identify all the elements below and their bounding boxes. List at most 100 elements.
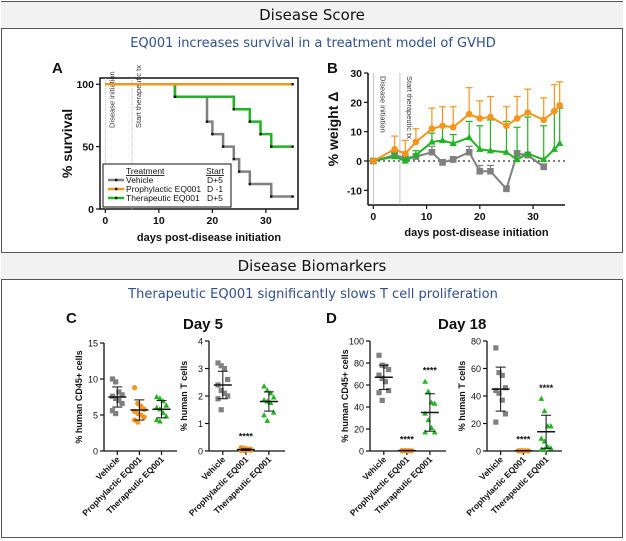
data-point-therapeutic: [556, 139, 564, 147]
data-point-vehicle: [109, 408, 116, 414]
panel-label-b: B: [327, 60, 338, 77]
panel-label-d: D: [326, 310, 337, 327]
x-tick-label: 0: [370, 211, 376, 223]
data-point-vehicle: [493, 387, 499, 394]
data-point-vehicle: [540, 163, 548, 171]
data-point-therapeutic: [163, 402, 170, 408]
data-point-therapeutic: [541, 408, 548, 414]
data-point-vehicle: [376, 372, 382, 378]
y-axis-label: % human T cells: [179, 361, 189, 432]
data-point-prophylactic: [131, 385, 138, 391]
legend-label-prophylactic: Prophylactic EQ001: [126, 184, 201, 194]
x-tick-label: 0: [102, 215, 108, 227]
significance-label: ****: [400, 434, 415, 444]
censor-mark: [237, 170, 241, 173]
y-tick-label: 0: [476, 447, 481, 457]
y-tick-label: 20: [471, 419, 481, 429]
data-point-vehicle: [376, 390, 382, 396]
data-point-therapeutic: [524, 149, 532, 157]
data-point-vehicle: [109, 376, 116, 382]
data-point-therapeutic: [153, 393, 160, 400]
data-point-vehicle: [493, 345, 499, 351]
y-tick-label: 0: [88, 204, 94, 216]
y-axis-label: % human CD45+ cells: [74, 350, 84, 443]
data-point-vehicle: [116, 398, 122, 404]
data-point-therapeutic: [502, 148, 511, 155]
data-point-therapeutic: [449, 139, 457, 147]
legend-start-vehicle: D+5: [207, 175, 223, 185]
data-point-vehicle: [493, 419, 499, 425]
data-point-vehicle: [221, 365, 228, 372]
data-point-vehicle: [218, 387, 224, 394]
data-point-vehicle: [116, 389, 122, 395]
data-point-vehicle: [225, 376, 231, 383]
data-point-therapeutic: [390, 152, 399, 160]
data-point-therapeutic: [261, 383, 267, 389]
panel-label-a: A: [52, 60, 63, 77]
data-point-therapeutic: [476, 145, 484, 152]
censor-mark: [291, 145, 294, 148]
y-tick-label: 10: [88, 375, 98, 385]
data-point-therapeutic: [548, 445, 554, 451]
data-point-vehicle: [379, 397, 385, 403]
legend-header-treatment: Treatment: [126, 166, 165, 176]
data-point-vehicle: [382, 363, 389, 369]
data-point-prophylactic: [556, 101, 563, 109]
censor-mark: [221, 145, 225, 148]
data-point-vehicle: [496, 370, 502, 376]
censor-mark: [259, 132, 262, 136]
data-point-therapeutic: [431, 400, 438, 406]
y-tick-label: 20: [350, 97, 362, 109]
data-point-therapeutic: [264, 417, 271, 423]
x-tick-label: 20: [474, 211, 486, 223]
data-point-vehicle: [113, 395, 119, 402]
data-point-vehicle: [487, 167, 494, 175]
data-point-vehicle: [449, 156, 457, 163]
data-point-therapeutic: [264, 387, 271, 393]
censor-mark: [205, 120, 209, 123]
y-tick-label: 3: [198, 364, 203, 374]
data-point-therapeutic: [153, 416, 160, 423]
data-point-prophylactic: [551, 107, 558, 115]
data-point-therapeutic: [422, 378, 428, 384]
data-point-therapeutic: [425, 388, 432, 394]
data-point-vehicle: [119, 392, 125, 398]
significance-label: ****: [516, 435, 531, 445]
data-point-vehicle: [215, 360, 221, 366]
section-header-disease-biomarkers: Disease Biomarkers: [1, 252, 623, 280]
y-tick-label: 40: [471, 392, 481, 402]
data-point-therapeutic: [550, 145, 558, 152]
data-point-therapeutic: [486, 146, 495, 154]
censor-mark: [248, 120, 252, 123]
plot-area: [99, 77, 299, 210]
y-tick-label: 80: [471, 337, 481, 347]
y-tick-label: 20: [354, 425, 364, 435]
data-point-vehicle: [465, 148, 473, 156]
censor-mark: [270, 145, 273, 148]
section-subtitle-score: EQ001 increases survival in a treatment …: [130, 36, 496, 51]
x-tick-label: 20: [207, 215, 219, 227]
annotation-label: Disease initiation: [107, 71, 116, 128]
data-point-vehicle: [496, 390, 502, 396]
y-axis-label: % weight Δ: [325, 92, 341, 167]
data-point-prophylactic: [401, 150, 409, 157]
data-point-vehicle: [221, 390, 228, 396]
group-title-day5: Day 5: [183, 316, 224, 333]
censor-mark: [232, 157, 235, 161]
data-point-vehicle: [376, 352, 382, 358]
data-point-therapeutic: [465, 133, 473, 141]
censor-mark: [173, 95, 177, 98]
survival-line-therapeutic: [105, 82, 293, 148]
data-point-vehicle: [499, 372, 505, 378]
y-tick-label: 80: [354, 359, 364, 369]
legend-label-therapeutic: Therapeutic EQ001: [126, 193, 200, 203]
data-point-prophylactic: [370, 157, 377, 165]
censor-mark: [291, 195, 294, 198]
y-axis-label: % survival: [59, 109, 75, 178]
x-axis-label: days post-disease initiation: [137, 232, 282, 244]
y-tick-label: 60: [471, 364, 481, 374]
data-point-vehicle: [502, 385, 509, 391]
